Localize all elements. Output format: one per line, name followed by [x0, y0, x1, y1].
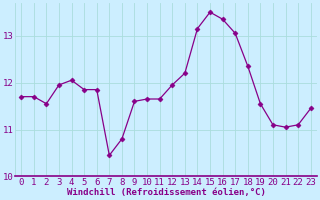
- X-axis label: Windchill (Refroidissement éolien,°C): Windchill (Refroidissement éolien,°C): [67, 188, 265, 197]
